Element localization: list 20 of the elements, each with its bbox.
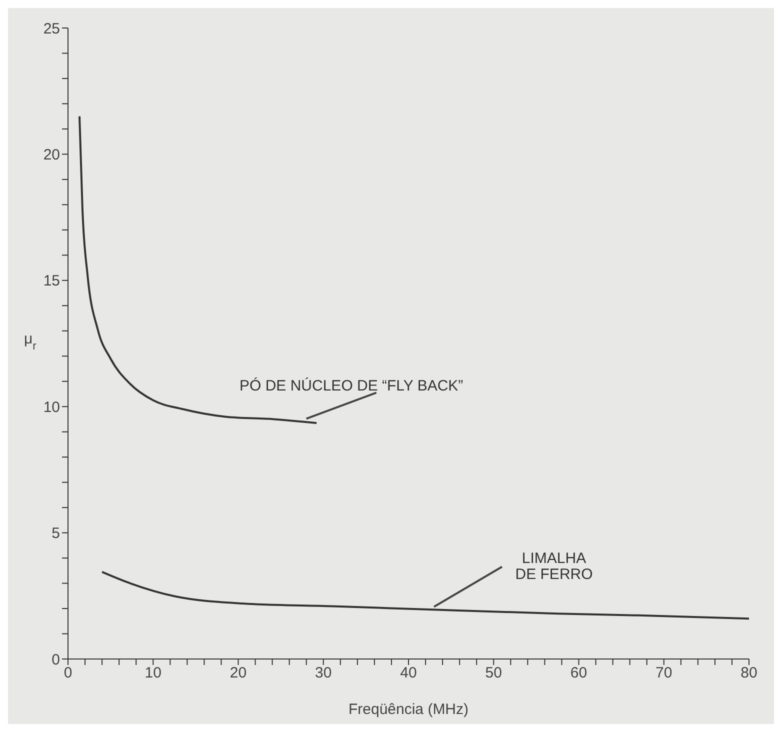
- x-tick-label: 60: [570, 664, 588, 682]
- y-tick-label: 15: [43, 272, 60, 290]
- x-tick-label: 30: [315, 664, 332, 682]
- y-tick-label: 0: [52, 651, 60, 668]
- y-tick-label: 25: [43, 20, 60, 38]
- x-tick-label: 40: [400, 664, 417, 682]
- y-tick-label: 20: [43, 146, 60, 164]
- x-tick-label: 20: [230, 664, 247, 682]
- y-tick-label: 10: [43, 398, 60, 416]
- line-series: [101, 570, 749, 620]
- x-tick-label: 70: [656, 664, 672, 682]
- y-tick-label: 5: [52, 525, 60, 542]
- annotation: PÓ DE NÚCLEO DE “FLY BACK”: [240, 376, 464, 395]
- x-tick-label: 0: [64, 664, 72, 682]
- x-axis-title: Freqüência (MHz): [348, 701, 469, 718]
- x-tick-label: 10: [144, 664, 162, 682]
- x-tick-label: 50: [485, 664, 502, 682]
- x-tick-label: 80: [740, 664, 758, 682]
- annotation: LIMALHA DE FERRO: [515, 550, 593, 583]
- y-axis-title: μ$_{r}$: [24, 330, 37, 352]
